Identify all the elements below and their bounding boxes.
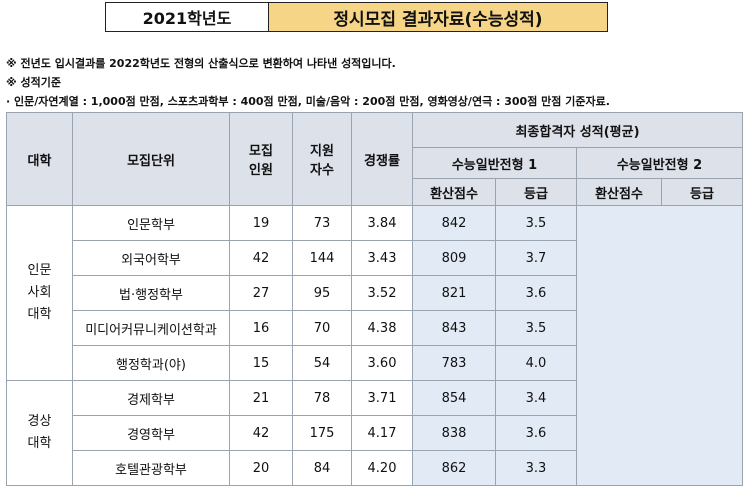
applicants-cell: 73 (292, 205, 352, 241)
header-ratio: 경쟁률 (351, 112, 413, 206)
header-type2-grade: 등급 (661, 178, 743, 206)
header-applicants: 지원 자수 (292, 112, 352, 206)
note-conversion: ※ 전년도 입시결과를 2022학년도 전형의 산출식으로 변환하여 나타낸 성… (6, 57, 396, 70)
grade-cell: 3.6 (495, 415, 577, 451)
unit-cell: 행정학과(야) (72, 345, 230, 381)
applicants-cell: 175 (292, 415, 352, 451)
table-row: 경영학부 42 175 4.17 838 3.6 (7, 415, 743, 451)
grade-cell: 3.7 (495, 240, 577, 276)
table-row: 외국어학부 42 144 3.43 809 3.7 (7, 240, 743, 276)
ratio-cell: 4.38 (351, 310, 413, 346)
quota-cell: 27 (229, 275, 293, 311)
unit-cell: 미디어커뮤니케이션학과 (72, 310, 230, 346)
converted-score-cell: 809 (412, 240, 496, 276)
converted-score-cell: 842 (412, 205, 496, 241)
quota-cell: 15 (229, 345, 293, 381)
quota-cell: 21 (229, 380, 293, 416)
title-bar: 2021학년도 정시모집 결과자료(수능성적) (105, 2, 608, 32)
applicants-cell: 54 (292, 345, 352, 381)
note-criteria-heading: ※ 성적기준 (6, 76, 62, 89)
converted-score-cell: 862 (412, 450, 496, 486)
converted-score-cell: 838 (412, 415, 496, 451)
quota-cell: 42 (229, 415, 293, 451)
table-row: 법·행정학부 27 95 3.52 821 3.6 (7, 275, 743, 311)
header-type1-grade: 등급 (495, 178, 577, 206)
college-cell: 경상 대학 (6, 380, 73, 486)
table-row: 미디어커뮤니케이션학과 16 70 4.38 843 3.5 (7, 310, 743, 346)
ratio-cell: 4.20 (351, 450, 413, 486)
applicants-cell: 78 (292, 380, 352, 416)
header-type2: 수능일반전형 2 (576, 147, 743, 179)
header-unit: 모집단위 (72, 112, 230, 206)
applicants-cell: 84 (292, 450, 352, 486)
table-row: 호텔관광학부 20 84 4.20 862 3.3 (7, 450, 743, 486)
applicants-cell: 95 (292, 275, 352, 311)
college-cell: 인문 사회 대학 (6, 205, 73, 381)
header-type2-converted: 환산점수 (576, 178, 662, 206)
header-quota: 모집 인원 (229, 112, 293, 206)
applicants-cell: 70 (292, 310, 352, 346)
unit-cell: 인문학부 (72, 205, 230, 241)
results-body: 인문 사회 대학 인문학부 19 73 3.84 842 3.5 외국어학부 42 144 3.43… (6, 205, 743, 486)
notes: ※ 전년도 입시결과를 2022학년도 전형의 산출식으로 변환하여 나타낸 성… (6, 54, 610, 111)
converted-score-cell: 783 (412, 345, 496, 381)
quota-cell: 42 (229, 240, 293, 276)
header-college: 대학 (6, 112, 73, 206)
grade-cell: 3.4 (495, 380, 577, 416)
unit-cell: 호텔관광학부 (72, 450, 230, 486)
ratio-cell: 3.71 (351, 380, 413, 416)
unit-cell: 외국어학부 (72, 240, 230, 276)
grade-cell: 4.0 (495, 345, 577, 381)
converted-score-cell: 821 (412, 275, 496, 311)
unit-cell: 경제학부 (72, 380, 230, 416)
quota-cell: 20 (229, 450, 293, 486)
title-main: 정시모집 결과자료(수능성적) (269, 2, 608, 32)
grade-cell: 3.3 (495, 450, 577, 486)
table-row: 경상 대학 경제학부 21 78 3.71 854 3.4 (6, 380, 743, 486)
grade-cell: 3.6 (495, 275, 577, 311)
converted-score-cell: 843 (412, 310, 496, 346)
grade-cell: 3.5 (495, 310, 577, 346)
title-year: 2021학년도 (105, 2, 269, 32)
header-final-scores: 최종합격자 성적(평균) (412, 112, 743, 148)
unit-cell: 법·행정학부 (72, 275, 230, 311)
unit-cell: 경영학부 (72, 415, 230, 451)
ratio-cell: 4.17 (351, 415, 413, 451)
note-criteria-detail: · 인문/자연계열 : 1,000점 만점, 스포츠과학부 : 400점 만점,… (6, 95, 610, 108)
ratio-cell: 3.84 (351, 205, 413, 241)
quota-cell: 19 (229, 205, 293, 241)
quota-cell: 16 (229, 310, 293, 346)
header-type1-converted: 환산점수 (412, 178, 496, 206)
ratio-cell: 3.52 (351, 275, 413, 311)
grade-cell: 3.5 (495, 205, 577, 241)
applicants-cell: 144 (292, 240, 352, 276)
table-row: 인문 사회 대학 인문학부 19 73 3.84 842 3.5 (6, 205, 743, 486)
ratio-cell: 3.43 (351, 240, 413, 276)
converted-score-cell: 854 (412, 380, 496, 416)
table-row: 행정학과(야) 15 54 3.60 783 4.0 (7, 345, 743, 381)
results-table: 대학 모집단위 모집 인원 지원 자수 경쟁률 최종합격자 성적(평균) 수능일… (6, 112, 743, 486)
type2-empty-area (576, 205, 743, 486)
header-type1: 수능일반전형 1 (412, 147, 577, 179)
ratio-cell: 3.60 (351, 345, 413, 381)
